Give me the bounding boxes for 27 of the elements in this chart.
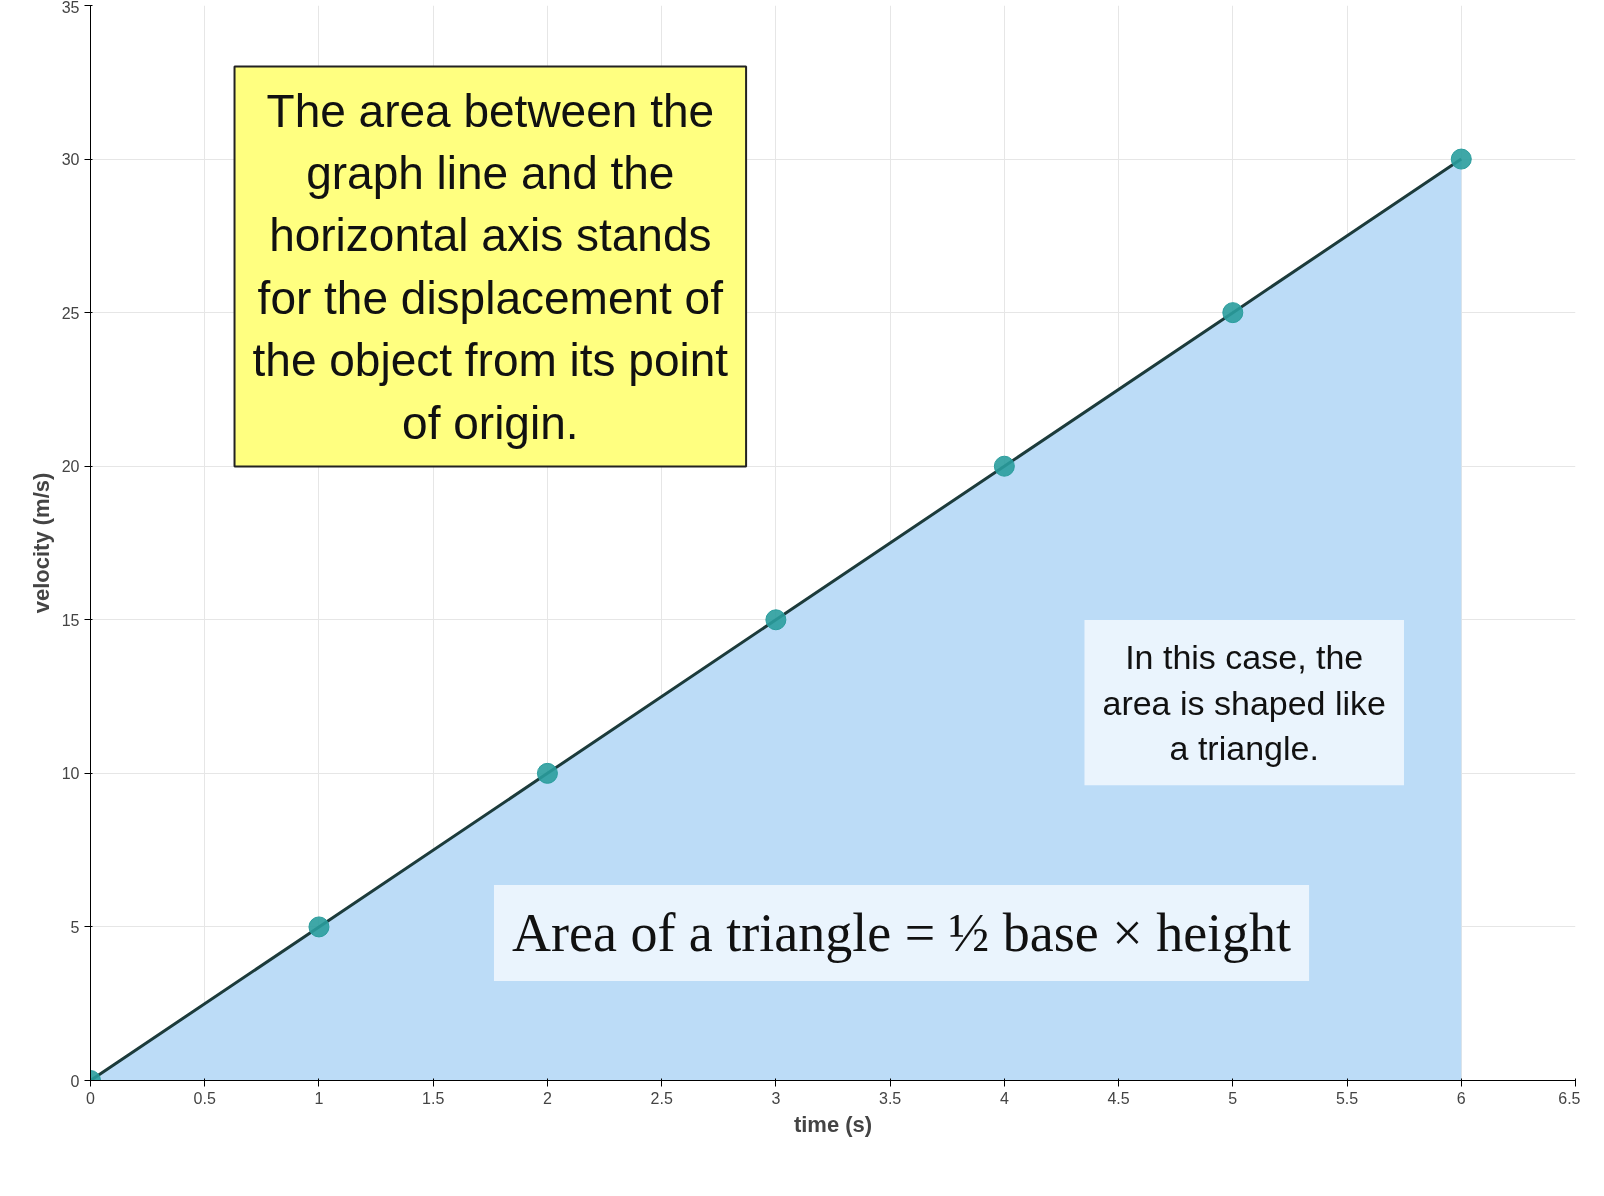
x-tick-label: 4.5 bbox=[1107, 1089, 1130, 1107]
x-tick-label: 4 bbox=[999, 1089, 1009, 1107]
x-tick-label: 1 bbox=[314, 1089, 324, 1107]
x-tick-label: 6 bbox=[1456, 1089, 1466, 1107]
x-tick-label: 0 bbox=[86, 1089, 96, 1107]
x-tick-label: 6.5 bbox=[1558, 1089, 1581, 1107]
x-tick-label: 5.5 bbox=[1335, 1089, 1359, 1107]
y-tick-label: 5 bbox=[70, 918, 80, 936]
y-tick-label: 35 bbox=[61, 0, 80, 16]
x-tick-label: 5 bbox=[1228, 1089, 1238, 1107]
y-tick-label: 25 bbox=[61, 304, 80, 322]
y-tick-label: 30 bbox=[61, 151, 80, 169]
y-axis-title: velocity (m/s) bbox=[28, 472, 54, 614]
x-tick-label: 3 bbox=[771, 1089, 781, 1107]
x-tick-label: 2 bbox=[542, 1089, 552, 1107]
y-tick-label: 10 bbox=[61, 765, 80, 783]
x-tick-label: 0.5 bbox=[193, 1089, 216, 1107]
annotation: The area between the graph line and the horizontal axis stands for the displacement of the object from its point of origin. bbox=[252, 84, 729, 449]
x-axis-title: time (s) bbox=[793, 1111, 873, 1137]
y-tick-label: 0 bbox=[70, 1072, 80, 1090]
x-tick-label: 3.5 bbox=[878, 1089, 902, 1107]
y-tick-label: 15 bbox=[61, 611, 80, 629]
annotation: Area of a triangle = ½ base × height bbox=[511, 903, 1292, 964]
x-tick-label: 1.5 bbox=[422, 1089, 445, 1107]
annotation: In this case, the area is shaped like a triangle. bbox=[1102, 638, 1386, 768]
x-tick-label: 2.5 bbox=[650, 1089, 673, 1107]
y-tick-label: 20 bbox=[61, 458, 80, 476]
